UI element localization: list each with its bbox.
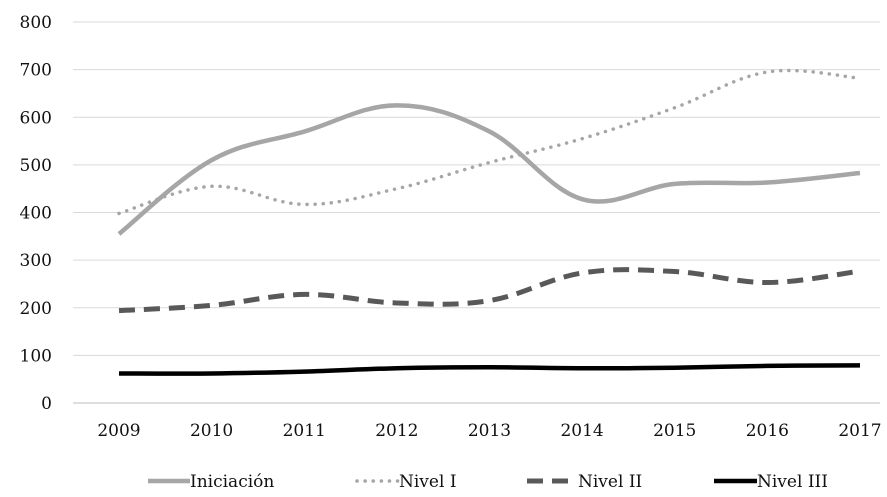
series-line-nivel-i xyxy=(117,68,862,216)
y-tick-label: 300 xyxy=(20,251,52,271)
x-tick-label: 2014 xyxy=(560,421,603,441)
series-line-nivel-ii xyxy=(118,267,861,314)
legend: Iniciación Nivel I Nivel II Nivel III xyxy=(148,472,828,492)
legend-label-iniciaci-n: Iniciación xyxy=(190,472,274,492)
y-axis-labels: 0 100 200 300 400 500 600 700 800 xyxy=(20,13,52,414)
y-tick-label: 400 xyxy=(20,204,52,224)
x-tick-label: 2009 xyxy=(97,421,140,441)
gridlines xyxy=(73,21,880,404)
series-lines xyxy=(117,68,862,376)
y-tick-label: 700 xyxy=(20,61,52,81)
y-tick-label: 0 xyxy=(41,394,52,414)
x-tick-label: 2015 xyxy=(653,421,696,441)
series-line-nivel-iii xyxy=(118,363,861,376)
y-tick-label: 100 xyxy=(20,346,52,366)
x-tick-label: 2016 xyxy=(746,421,789,441)
legend-label-nivel-ii: Nivel II xyxy=(578,472,642,492)
x-tick-label: 2010 xyxy=(190,421,233,441)
x-tick-label: 2011 xyxy=(283,421,326,441)
y-tick-label: 200 xyxy=(20,299,52,319)
x-tick-label: 2013 xyxy=(468,421,511,441)
x-axis-labels: 2009 2010 2011 2012 2013 2014 2015 2016 2017 xyxy=(97,421,881,441)
y-tick-label: 500 xyxy=(20,156,52,176)
series-line-iniciaci-n xyxy=(117,103,861,236)
y-tick-label: 600 xyxy=(20,108,52,128)
legend-label-nivel-iii: Nivel III xyxy=(757,472,828,492)
x-tick-label: 2012 xyxy=(375,421,418,441)
y-tick-label: 800 xyxy=(20,13,52,33)
x-tick-label: 2017 xyxy=(838,421,881,441)
legend-label-nivel-i: Nivel I xyxy=(399,472,457,492)
